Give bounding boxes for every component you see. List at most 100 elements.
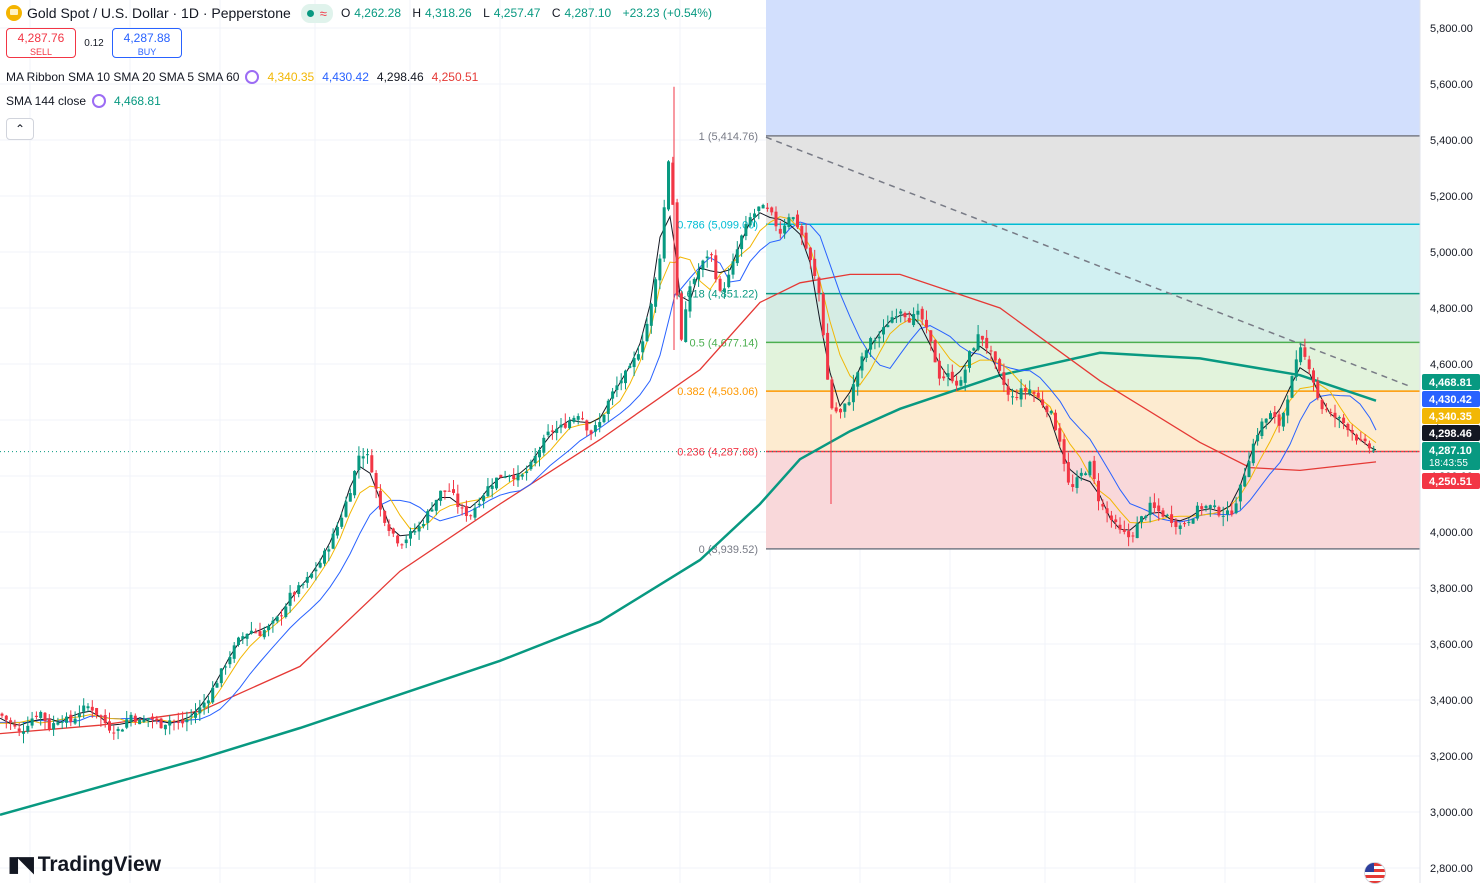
candle-body (206, 700, 210, 704)
candle-body (778, 228, 782, 234)
candle-body (335, 526, 339, 536)
candle-body (882, 327, 885, 335)
y-tick-label: 2,800.00 (1430, 863, 1473, 875)
candle-body (211, 687, 215, 703)
market-status[interactable]: ≈ (300, 3, 333, 23)
settings-icon[interactable] (92, 94, 107, 108)
candle-body (138, 719, 142, 725)
candle-body (288, 592, 292, 606)
candle-body (800, 226, 804, 236)
ribbon-value-sma5: 4,298.46 (376, 70, 424, 84)
y-tick-label: 5,400.00 (1430, 135, 1473, 147)
candle-body (1101, 503, 1105, 507)
candle-body (813, 258, 817, 276)
price-tag-label: 4,468.81 (1429, 377, 1472, 389)
candle-body (378, 490, 382, 510)
buy-button[interactable]: 4,287.88 BUY (112, 28, 182, 58)
trend-line (765, 136, 1411, 388)
sell-button[interactable]: 4,287.76 SELL (6, 28, 76, 58)
candle-body (864, 350, 868, 358)
candle-body (1363, 438, 1367, 442)
candle-body (1251, 443, 1255, 464)
candle-body (26, 725, 30, 732)
candle-body (318, 562, 322, 568)
candle-body (146, 717, 150, 720)
candle-body (525, 471, 529, 474)
tradingview-logo[interactable]: ▮◥ TradingView (8, 852, 162, 877)
candle-body (615, 385, 619, 391)
us-flag-icon[interactable] (1364, 862, 1386, 884)
candle-body (1002, 372, 1006, 385)
candle-body (1161, 510, 1165, 517)
candle-body (1097, 480, 1100, 502)
candle-body (1312, 370, 1315, 383)
candle-body (697, 271, 701, 280)
y-tick-label: 3,600.00 (1430, 639, 1473, 651)
candle-body (1290, 376, 1294, 398)
candle-body (486, 486, 490, 497)
candle-body (894, 316, 898, 318)
candle-body (1075, 477, 1079, 488)
candle-body (1183, 523, 1186, 525)
ma-ribbon-legend[interactable]: MA Ribbon SMA 10 SMA 20 SMA 5 SMA 60 4,3… (6, 70, 486, 84)
candle-body (1367, 443, 1371, 449)
candle-body (374, 473, 378, 489)
candle-body (929, 330, 933, 342)
candle-body (972, 348, 976, 351)
candle-body (1148, 502, 1152, 516)
candle-body (198, 707, 202, 714)
candle-body (275, 616, 279, 622)
sma144-value: 4,468.81 (114, 94, 161, 108)
candle-body (520, 474, 524, 477)
candle-body (516, 473, 520, 481)
candle-body (254, 632, 258, 634)
ohlc-values: O 4,262.28 H 4,318.26 L 4,257.47 C 4,287.10 … (340, 6, 712, 20)
candle-body (344, 501, 348, 517)
candle-body (103, 715, 107, 723)
candle-body (262, 630, 266, 638)
candle-body (538, 449, 541, 458)
candle-body (327, 549, 331, 552)
candle-body (748, 217, 752, 226)
sma144-legend[interactable]: SMA 144 close 4,468.81 (6, 94, 169, 108)
candle-body (624, 370, 627, 384)
symbol-title[interactable]: Gold Spot / U.S. Dollar · 1D · Peppersto… (27, 5, 291, 21)
candle-body (585, 420, 589, 431)
price-tag (1422, 391, 1480, 407)
candle-body (1299, 347, 1303, 363)
trade-panel: 4,287.76 SELL 0.12 4,287.88 BUY (6, 28, 182, 58)
candle-body (443, 490, 447, 492)
candle-body (1333, 412, 1337, 418)
candle-body (151, 716, 154, 720)
sma10-line (0, 216, 1377, 724)
candle-body (430, 509, 434, 512)
candle-body (219, 668, 223, 684)
candle-body (1221, 515, 1225, 517)
y-tick-label: 3,400.00 (1430, 695, 1473, 707)
y-tick-label: 4,600.00 (1430, 359, 1473, 371)
candle-body (598, 422, 602, 428)
candle-body (503, 476, 507, 478)
candle-body (1084, 473, 1088, 476)
candle-body (314, 569, 318, 572)
candle-body (1092, 460, 1096, 480)
candle-body (163, 724, 167, 730)
candle-body (550, 430, 554, 432)
settings-icon[interactable] (245, 70, 260, 84)
candle-body (39, 711, 43, 718)
candle-body (1195, 505, 1199, 519)
candle-body (1036, 392, 1040, 398)
gold-symbol-icon (6, 5, 22, 21)
candle-body (1264, 418, 1268, 423)
candle-body (1329, 412, 1333, 414)
collapse-legend-button[interactable]: ⌃ (6, 118, 34, 140)
candle-body (271, 620, 275, 624)
candle-body (826, 332, 830, 380)
candle-body (632, 358, 636, 368)
candle-body (890, 317, 894, 323)
candle-body (1127, 531, 1131, 538)
close-value: 4,287.10 (564, 6, 612, 20)
candle-body (555, 428, 559, 433)
candle-body (357, 455, 361, 471)
